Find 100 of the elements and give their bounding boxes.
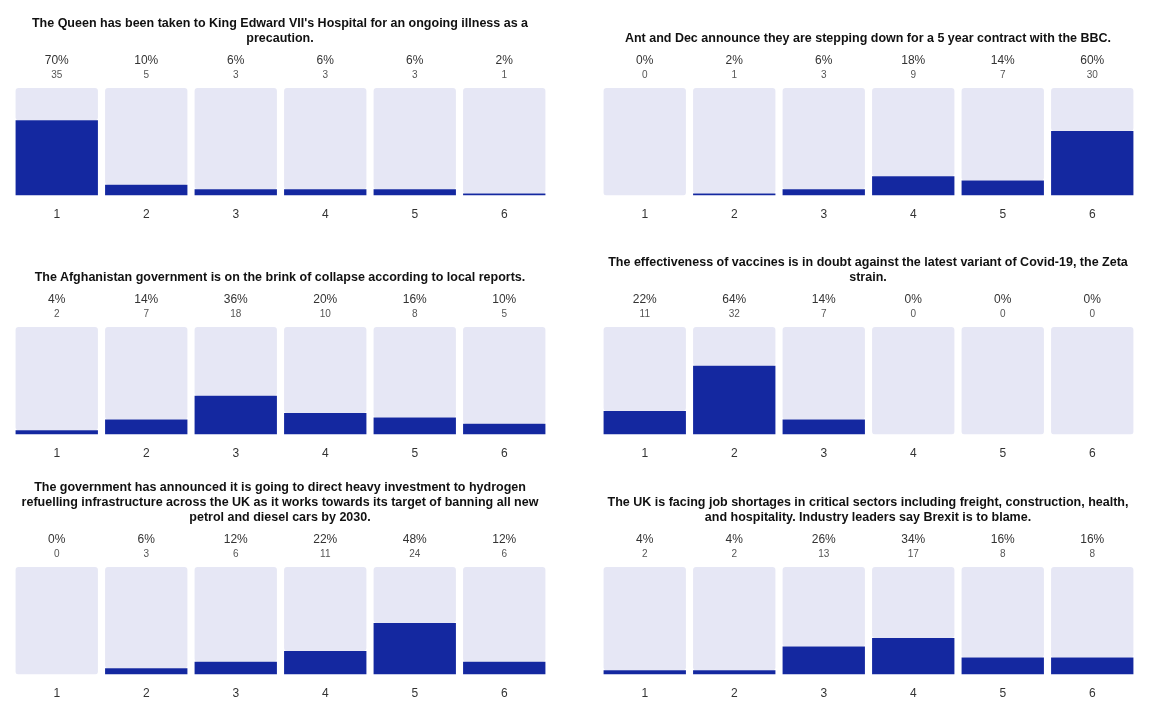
text: 35 (50, 69, 63, 80)
x-tick-label: 5 (410, 685, 418, 700)
bar (692, 566, 775, 670)
text: 3 (820, 69, 827, 80)
text: 7 (820, 308, 827, 320)
data-label: 14% (990, 53, 1015, 67)
text: 6 (500, 547, 507, 559)
x-tick-label: 6 (1088, 207, 1096, 222)
data-label: 14% (133, 292, 159, 307)
bar (104, 667, 187, 675)
data-label: 2% (725, 53, 743, 67)
text: 1 (730, 69, 737, 80)
bar (283, 650, 366, 675)
bar (462, 193, 545, 196)
x-tick-label: 4 (321, 685, 329, 700)
x-tick-label: 5 (998, 685, 1006, 700)
text: 8 (411, 308, 418, 320)
text: 30 (1086, 69, 1098, 80)
x-tick-label: 1 (52, 207, 60, 222)
data-label: 0% (904, 292, 922, 307)
text: 3 (321, 69, 328, 80)
bar (373, 327, 456, 418)
data-label: 4% (47, 292, 66, 307)
bar (782, 189, 865, 196)
bar (871, 176, 954, 196)
data-label: 26% (811, 531, 836, 546)
text: 13 (817, 547, 830, 559)
data-label: 14% (811, 292, 836, 307)
data-label: 16% (990, 531, 1015, 546)
bar (1050, 88, 1133, 132)
bar (1050, 566, 1133, 658)
bar (373, 622, 456, 675)
bar (462, 88, 545, 194)
chart-title: Ant and Dec announce they are stepping down for a 5 year contract with the BBC. (623, 30, 1113, 46)
bar (692, 366, 775, 435)
text: 0 (53, 547, 60, 559)
bar (15, 566, 98, 675)
text: 24 (408, 547, 421, 559)
x-tick-label: 4 (909, 207, 917, 222)
x-tick-label: 1 (52, 446, 60, 461)
bar (373, 189, 456, 196)
bar (194, 566, 277, 662)
x-tick-label: 3 (819, 207, 827, 222)
x-tick-label: 4 (321, 207, 329, 222)
text: 0 (909, 308, 916, 320)
data-label: 10% (491, 292, 517, 307)
bar (782, 88, 865, 190)
bar (462, 661, 545, 675)
text: 11 (319, 547, 331, 559)
text: 3 (411, 69, 418, 80)
bar (961, 657, 1044, 675)
x-tick-label: 4 (909, 446, 917, 461)
x-tick-label: 3 (231, 685, 239, 700)
data-label: 60% (1079, 53, 1105, 67)
text: 2 (730, 547, 737, 559)
bar (603, 669, 686, 675)
x-tick-label: 2 (142, 446, 150, 461)
x-tick-label: 5 (998, 207, 1006, 222)
text: 8 (1088, 547, 1095, 559)
bar (283, 88, 366, 190)
bar (1050, 657, 1133, 675)
data-label: 6% (137, 531, 155, 546)
chart-title: The government has announced it is going to direct heavy investment to hydrogen refuelling infrastructure across the UK as it works towards its target of banning all new petrol and diesel cars by 2030. (20, 478, 540, 525)
x-tick-label: 1 (640, 446, 648, 461)
bar (373, 88, 456, 190)
text: 6 (232, 547, 239, 559)
text: 2 (641, 547, 648, 559)
x-tick-label: 6 (1088, 446, 1096, 461)
x-tick-label: 2 (142, 207, 150, 222)
data-label: 10% (133, 53, 159, 67)
text: 18 (229, 308, 242, 320)
bar (194, 88, 277, 190)
data-label: 0% (635, 53, 654, 67)
data-label: 2% (495, 53, 513, 67)
x-tick-label: 3 (819, 685, 827, 700)
text: 32 (728, 308, 740, 320)
bar (961, 327, 1044, 435)
bar (15, 88, 98, 121)
bar (283, 189, 366, 196)
x-tick-label: 5 (410, 446, 418, 461)
data-label: 16% (402, 292, 427, 307)
bar (104, 88, 187, 185)
chart-title: The Queen has been taken to King Edward VII's Hospital for an ongoing illness as a precaution. (30, 15, 530, 46)
data-label: 22% (632, 292, 657, 307)
data-label: 16% (1079, 531, 1105, 546)
bar (194, 661, 277, 675)
data-label: 22% (312, 531, 338, 546)
chart-title: The effectiveness of vaccines is in doubt against the latest variant of Covid-19, the Zeta strain. (607, 254, 1129, 286)
text: 3 (232, 69, 239, 80)
text: 1 (500, 69, 507, 80)
bar (283, 327, 366, 414)
x-tick-label: 6 (1088, 685, 1096, 700)
bar (961, 180, 1044, 196)
x-tick-label: 6 (500, 685, 508, 700)
x-tick-label: 2 (730, 207, 738, 222)
bar (373, 566, 456, 623)
text: 3 (142, 547, 149, 559)
chart-title: The Afghanistan government is on the brink of collapse according to local reports. (33, 269, 527, 286)
x-tick-label: 1 (52, 685, 60, 700)
data-label: 4% (725, 531, 743, 546)
